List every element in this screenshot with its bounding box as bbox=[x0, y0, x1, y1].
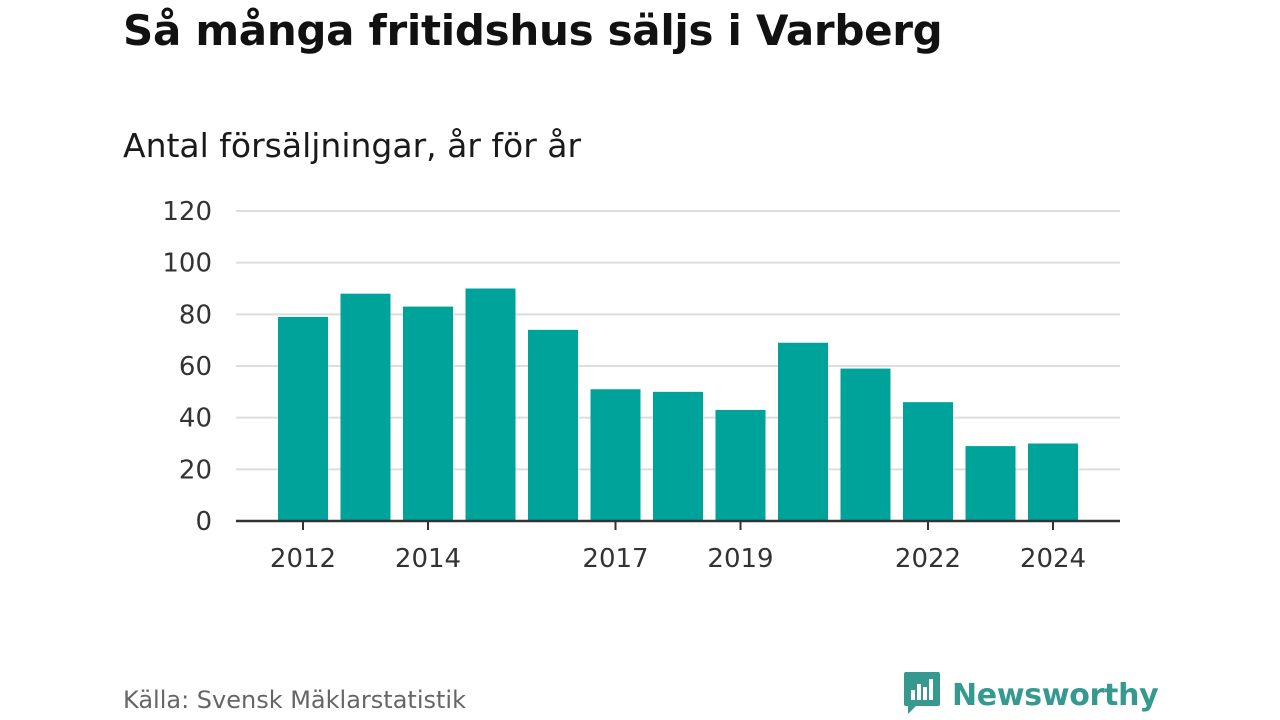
y-tick-label: 0 bbox=[195, 507, 212, 537]
x-tick-label: 2019 bbox=[707, 544, 773, 574]
brand-name: Newsworthy bbox=[952, 677, 1159, 713]
bars bbox=[278, 288, 1078, 521]
y-tick-label: 60 bbox=[179, 352, 212, 382]
bar-2022 bbox=[903, 402, 953, 521]
bar-2015 bbox=[465, 288, 516, 521]
x-tick-label: 2012 bbox=[270, 544, 336, 574]
bar-2023 bbox=[965, 446, 1016, 521]
y-tick-label: 120 bbox=[162, 197, 212, 227]
bar-2024 bbox=[1028, 443, 1078, 521]
bar-chart: 0 20 40 60 80 100 120 2012 2014 2017 2019 2022 2024 bbox=[162, 197, 1120, 574]
y-axis-ticks: 0 20 40 60 80 100 120 bbox=[162, 197, 212, 537]
bar-2020 bbox=[778, 342, 828, 521]
source-note: Källa: Svensk Mäklarstatistik bbox=[123, 686, 466, 714]
bar-2013 bbox=[340, 293, 391, 521]
bar-2014 bbox=[403, 306, 453, 521]
x-axis-ticks: 2012 2014 2017 2019 2022 2024 bbox=[270, 521, 1086, 574]
y-tick-label: 20 bbox=[179, 455, 212, 485]
x-tick-label: 2024 bbox=[1020, 544, 1086, 574]
y-tick-label: 100 bbox=[162, 249, 212, 279]
chart-subtitle: Antal försäljningar, år för år bbox=[123, 126, 582, 165]
y-tick-label: 80 bbox=[179, 300, 212, 330]
brand-logo[interactable]: Newsworthy bbox=[902, 670, 1159, 720]
x-tick-label: 2014 bbox=[395, 544, 461, 574]
y-tick-label: 40 bbox=[179, 404, 212, 434]
x-tick-label: 2022 bbox=[895, 544, 961, 574]
chart-title: Så många fritidshus säljs i Varberg bbox=[123, 6, 943, 55]
bar-2017 bbox=[590, 389, 641, 521]
bar-2012 bbox=[278, 316, 328, 521]
bar-2021 bbox=[840, 368, 891, 521]
bar-2018 bbox=[653, 391, 703, 521]
bar-2016 bbox=[528, 329, 578, 521]
x-tick-label: 2017 bbox=[582, 544, 648, 574]
bar-2019 bbox=[715, 409, 766, 521]
bar-chart-speech-bubble-icon bbox=[902, 670, 942, 720]
